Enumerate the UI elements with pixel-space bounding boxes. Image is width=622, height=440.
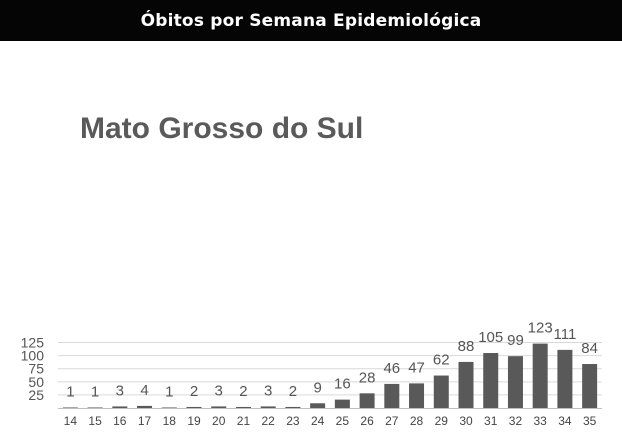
chart-title: Óbitos por Semana Epidemiológica [140,10,482,31]
bar [532,343,548,408]
data-label: 28 [359,369,376,386]
x-tick-label: 25 [336,414,350,428]
data-label: 84 [581,340,598,357]
x-tick-label: 31 [484,414,498,428]
bar [87,407,103,408]
bar [483,353,499,408]
bar [582,364,598,408]
data-label: 1 [66,383,74,400]
x-tick-label: 23 [286,414,300,428]
data-label: 2 [239,383,247,400]
x-tick-label: 24 [311,414,325,428]
data-label: 99 [507,332,524,349]
data-label: 111 [554,326,577,343]
x-tick-label: 26 [360,414,374,428]
x-tick-label: 22 [262,414,276,428]
y-tick-label: 75 [28,361,44,377]
data-label: 4 [140,382,148,399]
data-label: 1 [91,383,99,400]
data-label: 123 [528,320,553,337]
data-label: 47 [408,359,425,376]
x-tick-label: 32 [509,414,523,428]
bar [137,405,153,408]
bar [334,399,350,408]
x-tick-label: 29 [435,414,449,428]
x-tick-label: 21 [237,414,251,428]
data-label: 3 [116,382,124,399]
data-label: 88 [458,338,475,355]
x-tick-label: 33 [534,414,548,428]
y-tick-label: 25 [28,387,44,403]
bar [409,383,425,408]
bar [186,406,202,408]
bar [359,393,375,408]
x-tick-label: 27 [385,414,399,428]
y-tick-label: 100 [21,348,45,364]
data-label: 2 [289,383,297,400]
data-label: 1 [165,383,173,400]
data-label: 2 [190,383,198,400]
data-label: 3 [264,382,272,399]
x-tick-label: 17 [138,414,152,428]
x-tick-label: 16 [113,414,127,428]
y-tick-label: 50 [28,374,44,390]
x-tick-label: 15 [88,414,102,428]
data-label: 16 [334,376,351,393]
x-tick-label: 19 [187,414,201,428]
bar [161,407,177,408]
bar [260,406,276,408]
x-tick-label: 14 [64,414,78,428]
bar [384,383,400,408]
x-tick-label: 35 [583,414,597,428]
bar [507,356,523,408]
x-tick-label: 34 [558,414,572,428]
x-tick-label: 20 [212,414,226,428]
data-label: 62 [433,352,450,369]
data-label: 3 [215,382,223,399]
bar [112,406,128,408]
x-axis-ticks: 14 15 16 17 18 19 20 21 22 23 24 25 26 27 28 29 30 31 32 33… [64,414,597,428]
bar [458,361,474,408]
bar [211,406,227,408]
data-label: 105 [478,329,503,346]
x-tick-label: 18 [163,414,177,428]
bar [62,407,78,408]
bar [310,403,326,408]
bars [62,343,598,408]
bar [285,406,301,408]
data-label: 9 [313,379,321,396]
bar [235,406,251,408]
bar [557,349,573,408]
chart-annotation: Mato Grosso do Sul [80,112,363,145]
x-tick-label: 30 [459,414,473,428]
y-tick-label: 125 [21,335,45,351]
data-label: 46 [383,360,400,377]
chart-header: Óbitos por Semana Epidemiológica [0,0,622,41]
bar [433,375,449,408]
x-tick-label: 28 [410,414,424,428]
